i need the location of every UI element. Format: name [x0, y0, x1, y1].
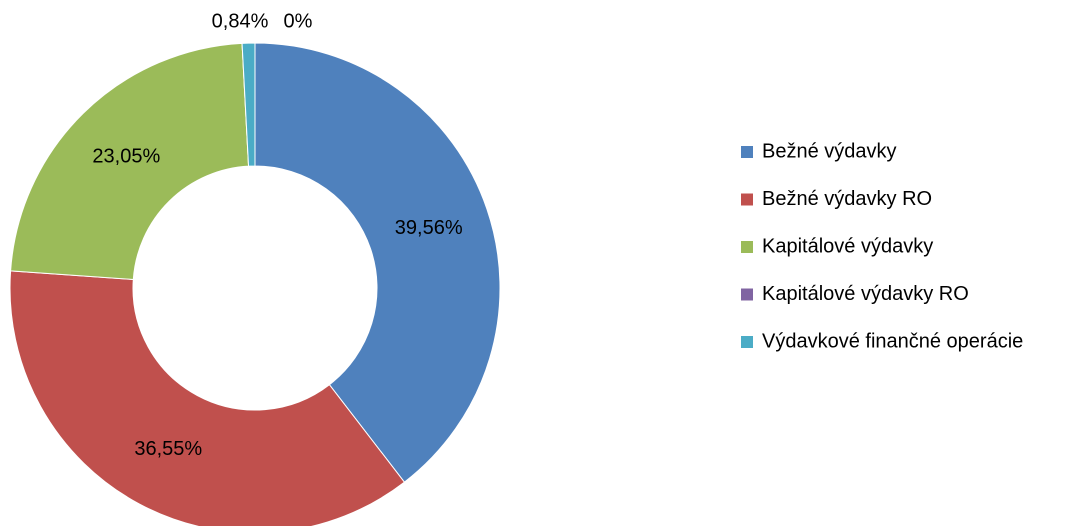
data-label: 39,56% — [395, 217, 463, 239]
legend-swatch — [741, 241, 753, 253]
legend-label: Bežné výdavky RO — [762, 188, 932, 210]
donut-slice — [241, 42, 256, 167]
legend-label: Výdavkové finančné operácie — [762, 330, 1023, 352]
donut-slice — [9, 270, 406, 526]
legend-swatch — [741, 336, 753, 348]
data-label: 0,84% — [212, 10, 269, 32]
legend-swatch — [741, 146, 753, 158]
legend-swatch — [741, 288, 753, 301]
data-label: 23,05% — [92, 145, 160, 167]
donut-slice — [254, 42, 501, 483]
legend-swatch — [741, 193, 753, 206]
legend-label: Kapitálové výdavky RO — [762, 283, 969, 305]
data-label: 0% — [284, 10, 313, 32]
legend-label: Kapitálové výdavky — [762, 235, 933, 257]
donut-slice — [10, 42, 250, 281]
legend-label: Bežné výdavky — [762, 140, 897, 162]
data-label: 36,55% — [134, 438, 202, 460]
